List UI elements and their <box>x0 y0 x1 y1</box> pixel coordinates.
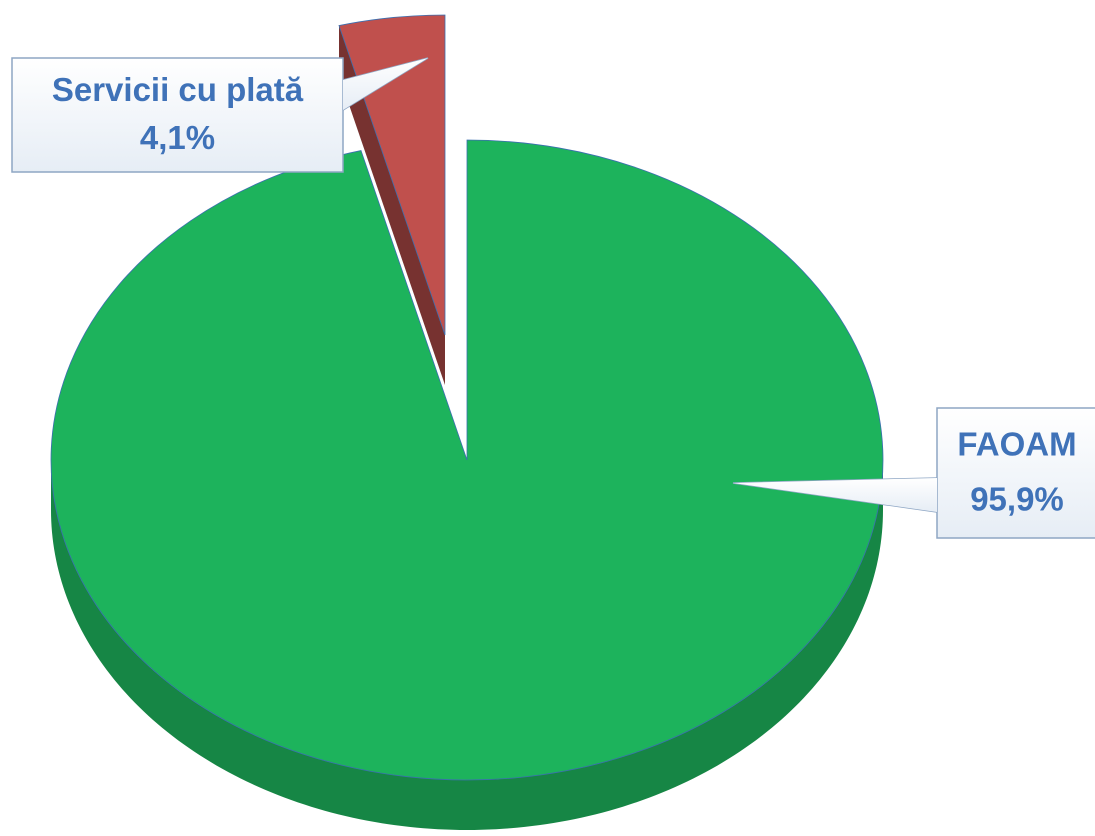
callout-box <box>936 407 1095 539</box>
slice <box>50 139 884 781</box>
pie <box>50 14 884 830</box>
slice-label: Servicii cu plată <box>52 71 304 108</box>
slice-value-label: 4,1% <box>140 119 215 156</box>
callout-joint <box>343 58 428 110</box>
slice-value-label: 95,9% <box>970 480 1064 517</box>
slice-label: FAOAM <box>957 426 1076 463</box>
labels: FAOAM 95,9% Servicii cu plată 4,1% <box>11 57 1095 539</box>
slice-radial-side <box>339 25 445 386</box>
callout-joint <box>733 478 937 512</box>
callout-box <box>11 57 344 173</box>
